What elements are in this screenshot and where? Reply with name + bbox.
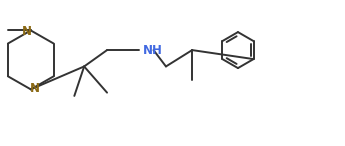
Text: N: N [30,82,40,95]
Text: NH: NH [143,44,163,57]
Text: N: N [22,25,32,38]
